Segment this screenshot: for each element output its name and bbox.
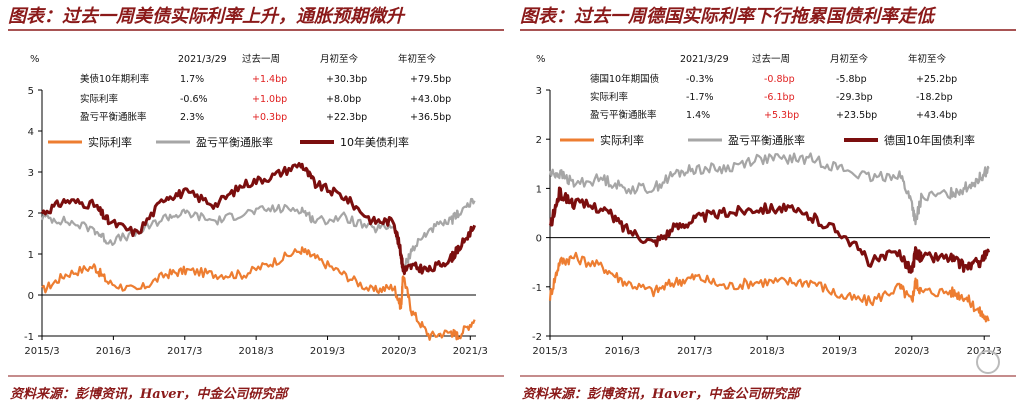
y-tick-label: 4 [28,127,34,138]
x-tick-label: 2017/3 [677,346,712,357]
x-tick-label: 2016/3 [605,346,640,357]
wechat-logo-icon [976,350,1000,374]
legend: 实际利率 盈亏平衡通胀率 10年美债利率 [48,135,409,149]
table-cell: +1.0bp [252,94,287,105]
y-tick-label: 5 [28,86,34,97]
x-tick-label: 2021/3 [453,346,488,357]
table-cell: +23.5bp [836,110,877,121]
source-note: 资料来源：彭博资讯，Haver，中金公司研究部 [522,386,802,402]
y-tick-label: 0 [28,291,34,302]
table-row-label: 美债10年期利率 [80,73,150,85]
table-cell: +0.3bp [252,112,287,123]
table-cell: +43.0bp [410,94,451,105]
plot-area: -2 -1 0 1 2 3 2015/3 2016/3 2017/3 2018/3 2019/3 20… [532,86,1002,357]
table-header-mtd: 月初至今 [320,53,359,65]
y-unit-label: % [536,54,546,65]
y-tick-label: 3 [28,168,34,179]
table-cell: +30.3bp [326,74,367,85]
stats-table: 2021/3/29 过去一周 月初至今 年初至今 美债10年期利率 1.7% +… [80,53,451,123]
table-cell: +25.2bp [916,74,957,85]
table-cell: -18.2bp [916,92,953,103]
legend-label-breakeven: 盈亏平衡通胀率 [728,133,805,147]
table-cell: +43.4bp [916,110,957,121]
table-header-date: 2021/3/29 [178,54,227,65]
x-tick-label: 2016/3 [96,346,131,357]
x-tick-label: 2015/3 [532,346,567,357]
x-tick-label: 2020/3 [381,346,416,357]
plot-area: -1 0 1 2 3 4 5 2015/3 2016/3 2017/3 2018/3 2019/3 20… [24,86,488,357]
series-line-2 [40,162,477,276]
legend-label-real-rate: 实际利率 [88,135,132,149]
y-tick-label: -1 [24,332,34,343]
table-header-week: 过去一周 [242,53,280,65]
y-tick-label: 3 [536,86,542,97]
table-row-label: 德国10年期国债 [590,73,660,85]
table-row-label: 实际利率 [80,93,119,105]
series-line-0 [548,251,990,323]
y-tick-label: 2 [28,209,34,220]
y-tick-label: 1 [28,250,34,261]
y-tick-label: 1 [536,184,542,195]
table-row-label: 盈亏平衡通胀率 [80,111,147,123]
legend-label-real-rate: 实际利率 [600,133,644,147]
table-cell: -5.8bp [836,74,867,85]
table-cell: +1.4bp [252,74,287,85]
watermark [976,350,1006,374]
y-tick-label: -2 [532,332,542,343]
series-line-0 [41,246,476,341]
x-tick-label: 2019/3 [310,346,345,357]
table-cell: +79.5bp [410,74,451,85]
table-header-ytd: 年初至今 [398,53,437,65]
y-tick-label: 2 [536,135,542,146]
chart-title: 图表：过去一周美债实际利率上升，通胀预期微升 [8,6,406,27]
legend-label-nominal: 德国10年国债利率 [884,133,975,147]
y-tick-label: -1 [532,283,542,294]
y-tick-label: 0 [536,234,542,245]
y-unit-label: % [30,54,40,65]
table-cell: -0.6% [180,94,208,105]
table-cell: +22.3bp [326,112,367,123]
table-cell: -0.3% [686,74,714,85]
chart-svg-us: 图表：过去一周美债实际利率上升，通胀预期微升 % -1 0 1 2 3 4 5 2015/3 2… [8,6,504,402]
stats-table: 2021/3/29 过去一周 月初至今 年初至今 德国10年期国债 -0.3% … [590,53,957,121]
table-row-label: 盈亏平衡通胀率 [590,109,657,121]
x-tick-label: 2019/3 [822,346,857,357]
table-row-label: 实际利率 [590,91,629,103]
table-cell: +5.3bp [764,110,799,121]
x-tick-label: 2017/3 [167,346,202,357]
series-line-1 [548,152,990,226]
table-cell: -6.1bp [764,92,795,103]
table-cell: +8.0bp [326,94,361,105]
table-cell: -0.8bp [764,74,795,85]
x-tick-label: 2020/3 [894,346,929,357]
table-header-week: 过去一周 [752,53,790,65]
legend-label-nominal: 10年美债利率 [340,135,409,149]
chart-panel-us: 图表：过去一周美债实际利率上升，通胀预期微升 % -1 0 1 2 3 4 5 2015/3 2… [8,6,504,402]
legend-label-breakeven: 盈亏平衡通胀率 [196,135,273,149]
chart-panel-de: 图表：过去一周德国实际利率下行拖累国债利率走低 % -2 -1 0 1 2 3 2015/3… [512,0,1024,410]
x-tick-label: 2015/3 [24,346,59,357]
table-cell: 1.4% [686,110,710,121]
table-header-date: 2021/3/29 [680,54,729,65]
table-cell: -1.7% [686,92,714,103]
chart-svg-de: 图表：过去一周德国实际利率下行拖累国债利率走低 % -2 -1 0 1 2 3 2015/3… [520,6,1016,402]
source-note: 资料来源：彭博资讯，Haver，中金公司研究部 [10,386,290,402]
series-line-1 [40,197,476,272]
legend: 实际利率 盈亏平衡通胀率 德国10年国债利率 [560,133,975,147]
x-tick-label: 2018/3 [239,346,274,357]
table-cell: +36.5bp [410,112,451,123]
table-cell: 1.7% [180,74,204,85]
x-tick-label: 2018/3 [750,346,785,357]
table-cell: -29.3bp [836,92,873,103]
chart-title: 图表：过去一周德国实际利率下行拖累国债利率走低 [520,6,937,27]
series-line-2 [548,186,991,274]
table-header-mtd: 月初至今 [830,53,869,65]
table-cell: 2.3% [180,112,204,123]
table-header-ytd: 年初至今 [908,53,947,65]
